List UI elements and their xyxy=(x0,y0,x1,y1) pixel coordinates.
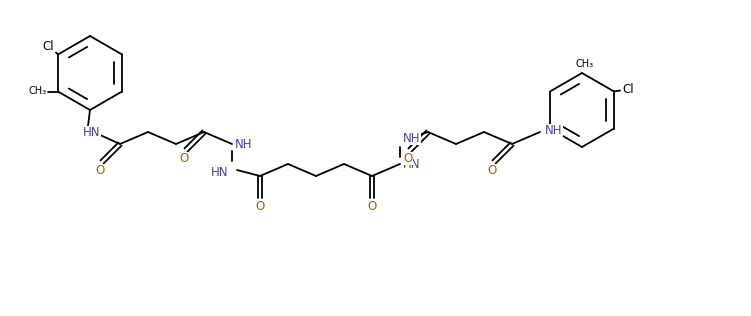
Text: Cl: Cl xyxy=(623,83,634,96)
Text: O: O xyxy=(95,163,104,177)
Text: CH₃: CH₃ xyxy=(29,87,47,96)
Text: HN: HN xyxy=(83,125,101,138)
Text: O: O xyxy=(487,163,496,177)
Text: NH: NH xyxy=(235,137,253,150)
Text: Cl: Cl xyxy=(42,40,54,53)
Text: HN: HN xyxy=(403,157,421,171)
Text: HN: HN xyxy=(211,166,229,179)
Text: O: O xyxy=(179,151,189,165)
Text: NH: NH xyxy=(545,124,562,137)
Text: NH: NH xyxy=(403,131,421,144)
Text: O: O xyxy=(403,151,412,165)
Text: O: O xyxy=(367,200,376,214)
Text: O: O xyxy=(255,200,264,214)
Text: CH₃: CH₃ xyxy=(576,59,594,69)
